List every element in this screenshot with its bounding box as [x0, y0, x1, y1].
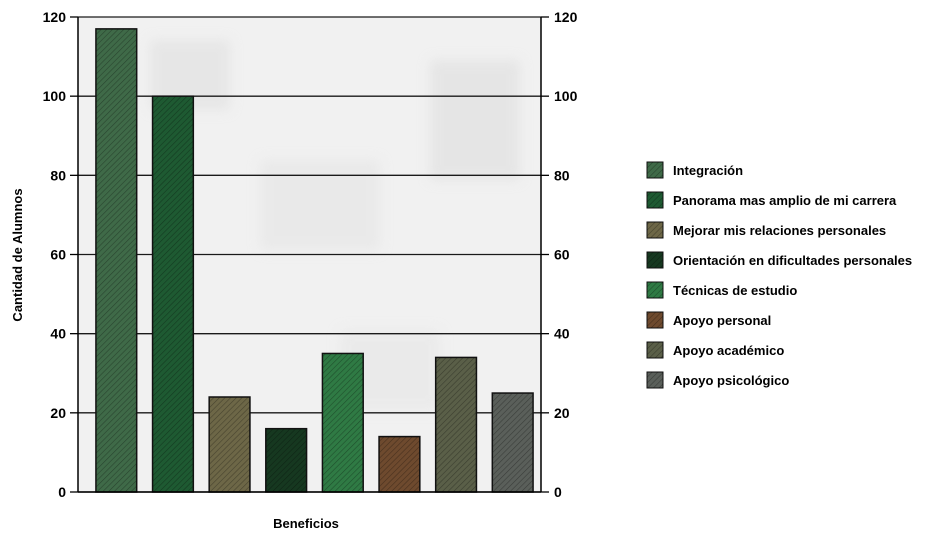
legend-label: Apoyo personal: [673, 313, 771, 328]
legend-item: Apoyo académico: [646, 341, 784, 359]
legend-swatch-hatch: [647, 282, 663, 298]
legend-swatch-hatch: [647, 192, 663, 208]
legend-swatch-hatch: [647, 342, 663, 358]
left-tick-labels: 0 20 40 60 80 100 120: [43, 9, 67, 500]
legend-swatch-hatch: [647, 222, 663, 238]
right-tick-label: 100: [554, 88, 578, 104]
legend-item: Panorama mas amplio de mi carrera: [646, 191, 897, 209]
legend-label: Mejorar mis relaciones personales: [673, 223, 886, 238]
bar-hatch: [492, 393, 534, 492]
bar: [491, 392, 534, 493]
left-tick-label: 100: [43, 88, 67, 104]
bar-hatch: [95, 28, 137, 492]
right-tick-label: 20: [554, 405, 570, 421]
legend-item: Mejorar mis relaciones personales: [646, 221, 886, 239]
bar-hatch: [152, 96, 194, 493]
right-tick-labels: 0 20 40 60 80 100 120: [554, 9, 578, 500]
legend: Integración Panorama mas amplio de mi car…: [646, 161, 912, 389]
right-tick-label: 40: [554, 326, 570, 342]
bar: [321, 352, 364, 493]
x-axis-title: Beneficios: [273, 516, 339, 531]
right-tick-label: 60: [554, 247, 570, 263]
bar-hatch: [209, 397, 250, 492]
legend-label: Apoyo académico: [673, 343, 784, 358]
left-tick-label: 60: [50, 247, 66, 263]
bars: [95, 28, 534, 493]
y-axis-title: Cantidad de Alumnos: [10, 188, 25, 321]
axes: [70, 16, 549, 493]
left-tick-label: 120: [43, 9, 67, 25]
legend-item: Integración: [646, 161, 743, 179]
bar: [151, 95, 195, 493]
legend-label: Panorama mas amplio de mi carrera: [673, 193, 897, 208]
legend-swatch-hatch: [647, 252, 663, 268]
legend-label: Orientación en dificultades personales: [673, 253, 912, 268]
bar: [265, 427, 308, 493]
bar-hatch: [435, 357, 477, 492]
bar-hatch: [265, 428, 307, 492]
bar: [208, 396, 251, 493]
legend-swatch-hatch: [647, 372, 663, 388]
left-tick-label: 40: [50, 326, 66, 342]
legend-label: Integración: [673, 163, 743, 178]
left-tick-label: 20: [50, 405, 66, 421]
right-tick-label: 0: [554, 484, 562, 500]
legend-item: Apoyo psicológico: [646, 371, 789, 389]
legend-swatch-hatch: [647, 312, 663, 328]
bar-hatch: [379, 436, 420, 492]
bar: [434, 356, 478, 493]
legend-item: Técnicas de estudio: [646, 281, 797, 299]
legend-item: Apoyo personal: [646, 311, 771, 329]
right-tick-label: 120: [554, 9, 578, 25]
legend-item: Orientación en dificultades personales: [646, 251, 912, 269]
bar: [95, 28, 138, 493]
bar-hatch: [322, 353, 364, 492]
left-tick-label: 0: [58, 484, 66, 500]
bar: [378, 435, 421, 493]
right-tick-label: 80: [554, 167, 570, 183]
legend-label: Apoyo psicológico: [673, 373, 789, 388]
legend-swatch-hatch: [647, 162, 663, 178]
legend-label: Técnicas de estudio: [673, 283, 797, 298]
left-tick-label: 80: [50, 167, 66, 183]
